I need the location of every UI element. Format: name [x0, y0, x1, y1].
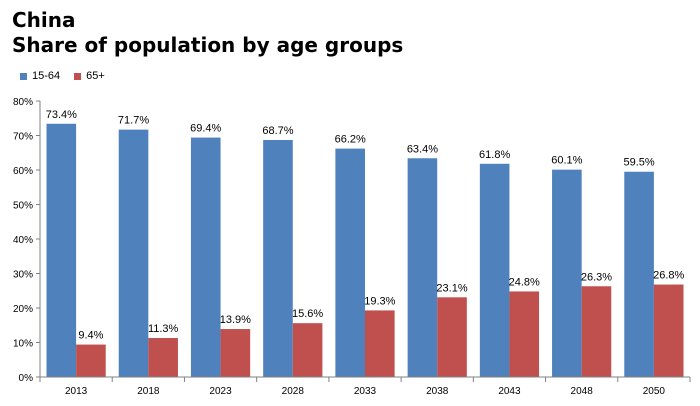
x-tick-label: 2018 [137, 386, 160, 397]
bar-65-plus [220, 329, 251, 377]
legend-item-65-plus: 65+ [74, 70, 105, 82]
bar-65-plus [148, 338, 178, 377]
legend-label-15-64: 15-64 [32, 70, 61, 82]
bar-65-plus [581, 286, 612, 377]
legend-swatch-15-64 [20, 72, 27, 80]
bar-15-64 [479, 163, 510, 377]
data-label: 71.7% [118, 115, 149, 127]
bar-15-64 [335, 148, 365, 377]
legend-label-65-plus: 65+ [86, 70, 105, 82]
data-label: 69.4% [190, 123, 221, 135]
data-label: 68.7% [262, 125, 293, 137]
data-label: 13.9% [220, 314, 251, 326]
y-tick-label: 50% [13, 201, 33, 212]
data-label: 26.3% [581, 271, 612, 283]
chart-subtitle: Share of population by age groups [12, 33, 404, 57]
data-label: 24.8% [509, 276, 540, 288]
bar-15-64 [190, 137, 221, 377]
chart-legend: 15-64 65+ [20, 70, 119, 82]
chart-title-block: China Share of population by age groups [12, 8, 403, 58]
bar-15-64 [46, 123, 77, 378]
data-label: 60.1% [551, 155, 582, 167]
bar-15-64 [624, 171, 654, 377]
bar-65-plus [76, 344, 106, 377]
y-tick-label: 10% [13, 339, 33, 350]
data-label: 66.2% [335, 134, 366, 146]
x-tick-label: 2043 [498, 386, 521, 397]
bar-65-plus [437, 297, 467, 377]
y-tick-label: 0% [19, 373, 34, 384]
y-tick-label: 20% [13, 304, 33, 315]
bar-15-64 [263, 139, 293, 377]
chart-title: China [12, 8, 76, 32]
bar-15-64 [407, 158, 438, 377]
data-label: 23.1% [436, 282, 467, 294]
data-label: 9.4% [78, 330, 103, 342]
data-label: 59.5% [623, 157, 654, 169]
y-tick-label: 80% [13, 97, 33, 108]
x-tick-label: 2033 [354, 386, 377, 397]
bar-15-64 [118, 129, 149, 377]
x-tick-label: 2048 [571, 386, 594, 397]
data-label: 73.4% [46, 109, 77, 121]
bar-65-plus [292, 323, 323, 377]
x-tick-label: 2013 [65, 386, 88, 397]
y-tick-label: 30% [13, 270, 33, 281]
data-label: 15.6% [292, 308, 323, 320]
x-tick-label: 2050 [643, 386, 666, 397]
data-label: 11.3% [148, 323, 179, 335]
data-label: 19.3% [364, 295, 395, 307]
x-tick-label: 2023 [209, 386, 232, 397]
bar-65-plus [653, 284, 684, 377]
x-tick-label: 2028 [282, 386, 305, 397]
data-label: 26.8% [653, 270, 684, 282]
bar-15-64 [552, 169, 582, 377]
y-tick-label: 40% [13, 235, 33, 246]
x-tick-label: 2038 [426, 386, 449, 397]
bar-65-plus [509, 291, 540, 377]
legend-item-15-64: 15-64 [20, 70, 60, 82]
legend-swatch-65-plus [74, 72, 82, 80]
bar-65-plus [365, 310, 395, 377]
data-label: 61.8% [479, 149, 510, 161]
y-tick-label: 70% [13, 132, 33, 143]
y-tick-label: 60% [13, 166, 33, 177]
data-label: 63.4% [407, 143, 438, 155]
